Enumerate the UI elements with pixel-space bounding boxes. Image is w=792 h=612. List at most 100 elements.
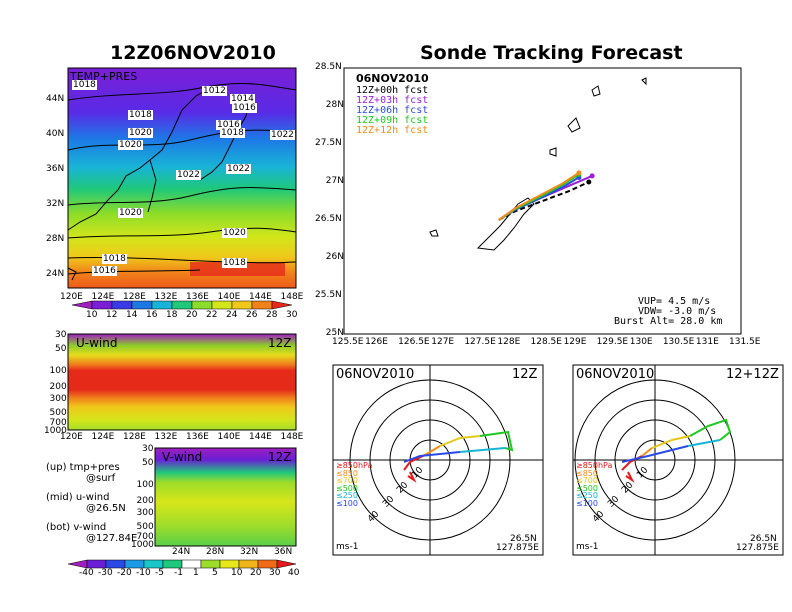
map-colorbar-swatch [211,300,233,310]
desc-mid-line1: (mid) u-wind [46,492,110,503]
wind-colorbar-label: 40 [288,568,300,578]
uwind-y-tick-label: 50 [55,344,67,354]
track-frame [343,67,742,335]
track-x-tick-label: 128E [497,337,521,347]
isobar-label: 1022 [226,164,251,174]
map-x-tick-label: 144E [249,292,272,302]
uwind-y-tick-label: 300 [49,394,67,404]
vwind-y-tick-label: 700 [136,532,154,542]
track-series-endpoint [576,170,582,176]
track-series-line [498,172,580,221]
track-legend-entry: 12Z+12h fcst [356,125,429,136]
desc-bot-line1: (bot) v-wind [46,522,107,533]
isobar-label: 1018 [128,110,153,120]
map-x-tick-label: 148E [280,292,304,302]
map-y-tick-label: 44N [46,94,65,104]
track-x-tick-label: 126E [365,337,388,347]
hodo-left-lat: 26.5N [510,534,537,544]
wind-colorbar-swatch [105,559,126,569]
track-info-burst: Burst Alt= 28.0 km [614,316,723,327]
map-colorbar-swatch [151,300,173,310]
track-legend-entry: 12Z+00h fcst [356,85,429,96]
uwind-x-tick-label: 124E [91,432,115,442]
vwind-label: V-wind [162,450,203,464]
map-colorbar-label: 30 [286,310,298,320]
map-x-tick-label: 140E [217,292,241,302]
track-info-vdw: VDW= -3.0 m/s [638,306,717,317]
isobar-label: 1016 [92,266,117,276]
hodo-right-date: 06NOV2010 [576,367,655,382]
hodo-left-lon: 127.875E [496,543,539,553]
hodo-right-lon: 127.875E [736,543,779,553]
map-colorbar-swatch [91,300,113,310]
wind-colorbar-swatch [181,559,202,569]
hodo-level-label: ≥850hPa [336,461,373,470]
hodo-right-rings [573,365,783,555]
wind-colorbar-label: -10 [136,568,151,578]
map-colorbar-label: 12 [106,310,118,320]
hodo-level-label: ≤500 [336,483,358,493]
uwind-y-tick-label: 500 [49,408,67,418]
track-date: 06NOV2010 [356,72,429,85]
isobar-label: 1014 [230,94,255,104]
uwind-y-tick-label: 1000 [44,426,67,436]
track-y-tick-label: 25N [325,328,344,338]
isobar-label: 1018 [102,254,127,264]
hodo-left-date: 06NOV2010 [336,367,415,382]
wind-colorbar-swatch [200,559,221,569]
track-y-tick-label: 27N [325,176,344,186]
hodo-right-units: ms-1 [576,542,599,552]
uwind-x-tick-label: 128E [123,432,146,442]
hodo-left-units: ms-1 [336,542,359,552]
isobar-label: 1020 [222,228,247,238]
track-series [498,170,595,221]
hodo-left-rings [333,365,543,555]
isobar-label: 1018 [222,258,247,268]
hodo-level-label: ≤100 [576,498,598,508]
map-colorbar-label: 14 [126,310,138,320]
hodo-level-label: ≤850 [336,468,358,478]
vwind-y-tick-label: 500 [136,522,154,532]
map-frame [67,67,297,289]
vwind-field [155,448,296,546]
wind-colorbar-swatch [124,559,145,569]
map-colorbar-swatch [251,300,273,310]
map-colorbar-label: 22 [206,310,218,320]
wind-colorbar-swatch [257,559,278,569]
map-colorbar-swatch [171,300,193,310]
map-x-tick-label: 124E [91,292,115,302]
isobar-label: 1016 [216,120,241,130]
map-y-tick-label: 28N [46,234,65,244]
track-info-vup: VUP= 4.5 m/s [638,296,711,307]
isobar-label: 1016 [232,103,257,113]
vwind-time: 12Z [268,450,292,464]
isobar-label: 1020 [128,128,153,138]
uwind-x-tick-label: 140E [217,432,241,442]
wind-colorbar [67,559,297,569]
wind-colorbar-label: 1 [193,568,199,578]
desc-up-line1: (up) tmp+pres [46,462,120,473]
wind-colorbar-swatch [143,559,164,569]
isobar-label: 1020 [118,140,143,150]
hodo-level-label: ≤100 [336,498,358,508]
wind-colorbar-label: -5 [155,568,164,578]
track-y-tick-label: 28.5N [315,62,342,72]
isobar-label: 1018 [220,128,245,138]
hodo-level-label: ≤700 [576,476,598,485]
track-series-endpoint [589,173,595,179]
track-x-tick-label: 131E [695,337,719,347]
wind-colorbar-swatch [219,559,240,569]
isobar-label: 1012 [202,86,227,96]
map-y-tick-label: 40N [46,129,65,139]
track-legend-entry: 12Z+06h fcst [356,105,429,116]
uwind-label: U-wind [76,336,118,350]
desc-mid-line2: @26.5N [86,503,126,514]
vwind-frame [154,447,297,547]
track-legend-entry: 12Z+09h fcst [356,115,429,126]
vwind-x-tick-label: 36N [274,547,293,557]
track-x-tick-label: 127.5E [464,337,496,347]
track-x-tick-label: 128.5E [530,337,562,347]
isobar-label: 1018 [72,80,97,90]
isobar-label: 1020 [118,208,143,218]
